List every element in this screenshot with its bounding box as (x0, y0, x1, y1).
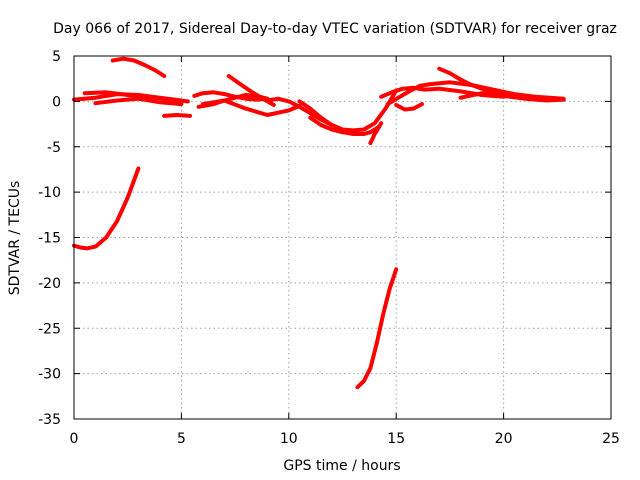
x-tick-labels: 0 5 10 15 20 25 (70, 431, 620, 447)
series-arc-2 (82, 90, 190, 104)
y-tick-labels: 5 0 -5 -10 -15 -20 -25 -30 -35 (38, 49, 61, 428)
series-arc-6 (162, 113, 192, 118)
series-arc-3 (93, 96, 184, 107)
series-arc-20 (355, 267, 399, 390)
series-arc-13 (308, 115, 381, 136)
x-tick-label: 20 (495, 431, 513, 447)
y-tick-label: -10 (38, 185, 61, 201)
grid (74, 56, 611, 419)
series-arc-19 (458, 91, 566, 103)
series-arc-4 (110, 56, 167, 78)
series-arc-10 (200, 98, 302, 117)
series-arc-16 (385, 80, 566, 107)
series-arc-14 (368, 121, 384, 146)
series-arc-18 (437, 66, 506, 97)
y-tick-label: 0 (52, 94, 61, 110)
x-tick-label: 25 (602, 431, 620, 447)
series-arc-7 (192, 90, 270, 102)
data-series (72, 56, 566, 390)
x-axis-title: GPS time / hours (283, 458, 400, 474)
series-arc-17 (394, 102, 424, 112)
x-tick-label: 10 (280, 431, 298, 447)
x-tick-label: 15 (387, 431, 405, 447)
x-tick-label: 0 (70, 431, 79, 447)
y-axis-title: SDTVAR / TECUs (7, 181, 23, 296)
y-tick-label: -25 (38, 321, 61, 337)
y-tick-label: -15 (38, 231, 61, 247)
chart-title: Day 066 of 2017, Sidereal Day-to-day VTE… (53, 21, 617, 37)
series-arc-12 (297, 88, 399, 133)
y-tick-label: -35 (38, 412, 61, 428)
y-tick-label: -5 (47, 140, 61, 156)
series-arc-5 (72, 166, 141, 251)
y-tick-label: 5 (52, 49, 61, 65)
axis-ticks (73, 55, 612, 420)
x-tick-label: 5 (177, 431, 186, 447)
y-tick-label: -30 (38, 367, 61, 383)
y-tick-label: -20 (38, 276, 61, 292)
plot-frame (73, 55, 612, 420)
